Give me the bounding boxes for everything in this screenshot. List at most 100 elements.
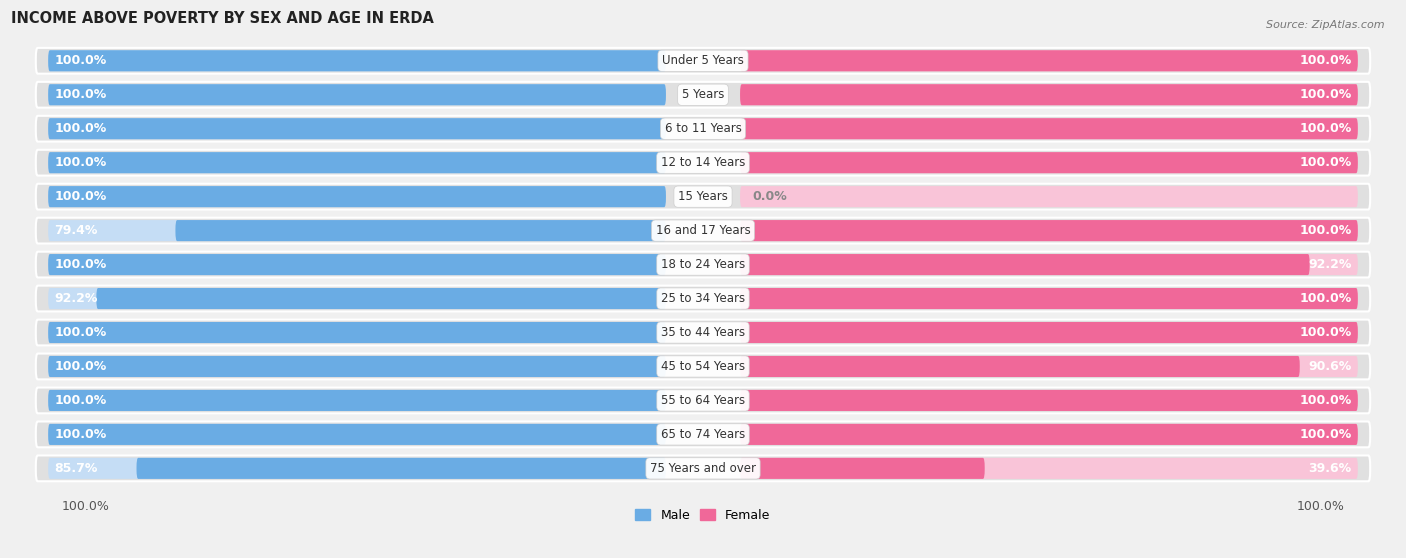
Text: 100.0%: 100.0% [1299, 54, 1351, 68]
FancyBboxPatch shape [48, 458, 666, 479]
Text: 100.0%: 100.0% [55, 360, 107, 373]
Text: INCOME ABOVE POVERTY BY SEX AND AGE IN ERDA: INCOME ABOVE POVERTY BY SEX AND AGE IN E… [11, 11, 434, 26]
FancyBboxPatch shape [136, 458, 666, 479]
FancyBboxPatch shape [48, 118, 666, 140]
FancyBboxPatch shape [48, 390, 666, 411]
Text: 100.0%: 100.0% [1299, 88, 1351, 101]
FancyBboxPatch shape [740, 50, 1358, 71]
FancyBboxPatch shape [48, 84, 666, 105]
FancyBboxPatch shape [740, 424, 1358, 445]
FancyBboxPatch shape [740, 390, 1358, 411]
Text: 100.0%: 100.0% [55, 190, 107, 203]
FancyBboxPatch shape [48, 220, 666, 241]
FancyBboxPatch shape [740, 220, 1358, 241]
FancyBboxPatch shape [176, 220, 666, 241]
FancyBboxPatch shape [740, 118, 1358, 140]
Text: 100.0%: 100.0% [1299, 122, 1351, 135]
FancyBboxPatch shape [48, 118, 666, 140]
FancyBboxPatch shape [740, 458, 1358, 479]
Text: 65 to 74 Years: 65 to 74 Years [661, 428, 745, 441]
FancyBboxPatch shape [48, 322, 666, 343]
FancyBboxPatch shape [740, 424, 1358, 445]
FancyBboxPatch shape [35, 421, 1371, 448]
Text: 39.6%: 39.6% [1309, 462, 1351, 475]
FancyBboxPatch shape [48, 356, 666, 377]
Text: Source: ZipAtlas.com: Source: ZipAtlas.com [1267, 20, 1385, 30]
Text: 100.0%: 100.0% [1299, 394, 1351, 407]
FancyBboxPatch shape [740, 152, 1358, 173]
Text: 79.4%: 79.4% [55, 224, 98, 237]
Legend: Male, Female: Male, Female [630, 504, 776, 527]
FancyBboxPatch shape [35, 252, 1371, 277]
Text: 100.0%: 100.0% [55, 156, 107, 169]
FancyBboxPatch shape [740, 288, 1358, 309]
FancyBboxPatch shape [48, 186, 666, 207]
Text: 100.0%: 100.0% [1299, 292, 1351, 305]
FancyBboxPatch shape [740, 84, 1358, 105]
FancyBboxPatch shape [35, 455, 1371, 482]
FancyBboxPatch shape [740, 390, 1358, 411]
FancyBboxPatch shape [740, 186, 1358, 207]
FancyBboxPatch shape [48, 390, 666, 411]
FancyBboxPatch shape [48, 322, 666, 343]
FancyBboxPatch shape [97, 288, 666, 309]
FancyBboxPatch shape [35, 388, 1371, 413]
Text: 92.2%: 92.2% [55, 292, 98, 305]
FancyBboxPatch shape [35, 354, 1371, 379]
Text: 100.0%: 100.0% [55, 258, 107, 271]
Text: 100.0%: 100.0% [1299, 326, 1351, 339]
Text: 15 Years: 15 Years [678, 190, 728, 203]
FancyBboxPatch shape [35, 320, 1371, 345]
Text: 100.0%: 100.0% [55, 88, 107, 101]
Text: 100.0%: 100.0% [1299, 156, 1351, 169]
FancyBboxPatch shape [35, 218, 1371, 243]
Text: 85.7%: 85.7% [55, 462, 98, 475]
FancyBboxPatch shape [48, 424, 666, 445]
FancyBboxPatch shape [48, 152, 666, 173]
Text: 100.0%: 100.0% [1299, 428, 1351, 441]
FancyBboxPatch shape [48, 152, 666, 173]
Text: 18 to 24 Years: 18 to 24 Years [661, 258, 745, 271]
Text: 90.6%: 90.6% [1309, 360, 1351, 373]
FancyBboxPatch shape [740, 322, 1358, 343]
Text: 100.0%: 100.0% [55, 122, 107, 135]
Text: 35 to 44 Years: 35 to 44 Years [661, 326, 745, 339]
Text: 100.0%: 100.0% [55, 326, 107, 339]
Text: 16 and 17 Years: 16 and 17 Years [655, 224, 751, 237]
Text: 5 Years: 5 Years [682, 88, 724, 101]
FancyBboxPatch shape [740, 458, 984, 479]
FancyBboxPatch shape [35, 184, 1371, 210]
Text: 45 to 54 Years: 45 to 54 Years [661, 360, 745, 373]
Text: 12 to 14 Years: 12 to 14 Years [661, 156, 745, 169]
FancyBboxPatch shape [35, 82, 1371, 108]
Text: 75 Years and over: 75 Years and over [650, 462, 756, 475]
Text: 6 to 11 Years: 6 to 11 Years [665, 122, 741, 135]
FancyBboxPatch shape [35, 286, 1371, 311]
FancyBboxPatch shape [48, 288, 666, 309]
FancyBboxPatch shape [740, 220, 1358, 241]
Text: 25 to 34 Years: 25 to 34 Years [661, 292, 745, 305]
FancyBboxPatch shape [48, 186, 666, 207]
FancyBboxPatch shape [740, 118, 1358, 140]
FancyBboxPatch shape [48, 50, 666, 71]
FancyBboxPatch shape [35, 48, 1371, 74]
Text: 92.2%: 92.2% [1308, 258, 1351, 271]
FancyBboxPatch shape [740, 152, 1358, 173]
FancyBboxPatch shape [48, 84, 666, 105]
FancyBboxPatch shape [48, 50, 666, 71]
FancyBboxPatch shape [740, 84, 1358, 105]
Text: 100.0%: 100.0% [1299, 224, 1351, 237]
FancyBboxPatch shape [740, 356, 1358, 377]
FancyBboxPatch shape [35, 150, 1371, 176]
Text: 0.0%: 0.0% [752, 190, 787, 203]
FancyBboxPatch shape [740, 356, 1299, 377]
Text: Under 5 Years: Under 5 Years [662, 54, 744, 68]
FancyBboxPatch shape [48, 424, 666, 445]
Text: 100.0%: 100.0% [55, 394, 107, 407]
FancyBboxPatch shape [48, 254, 666, 275]
FancyBboxPatch shape [35, 116, 1371, 142]
Text: 100.0%: 100.0% [55, 54, 107, 68]
Text: 55 to 64 Years: 55 to 64 Years [661, 394, 745, 407]
FancyBboxPatch shape [48, 254, 666, 275]
FancyBboxPatch shape [740, 288, 1358, 309]
